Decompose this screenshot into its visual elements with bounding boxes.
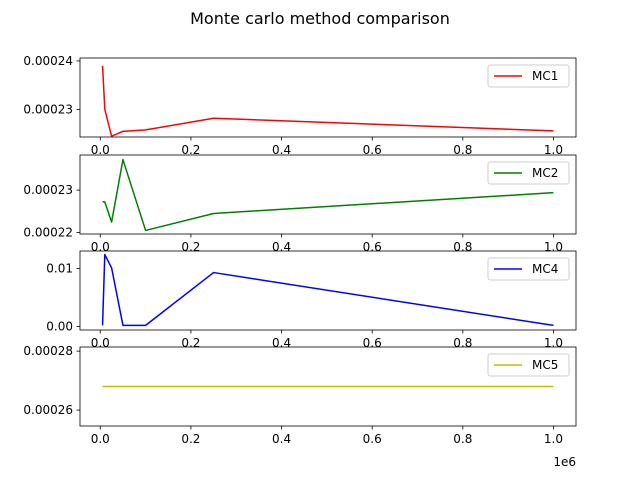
x-tick-label: 0.8 (453, 432, 472, 446)
x-tick-label: 0.2 (181, 143, 200, 157)
legend-box (487, 257, 570, 281)
axes-frame (79, 250, 577, 331)
x-tick-label: 0.2 (181, 432, 200, 446)
x-tick-label: 1.0 (544, 143, 563, 157)
x-offset-label: 1e6 (553, 455, 576, 469)
y-tick-label: 0.01 (46, 261, 73, 275)
chart-title: Monte carlo method comparison (190, 9, 450, 28)
legend-label: MC1 (532, 69, 558, 83)
x-tick-label: 0.2 (181, 240, 200, 254)
legend-box (487, 161, 570, 185)
x-tick-label: 1.0 (544, 432, 563, 446)
y-tick-label: 0.00023 (23, 183, 73, 197)
x-tick-label: 0.4 (272, 432, 291, 446)
y-tick-label: 0.00023 (23, 103, 73, 117)
x-tick-label: 0.8 (453, 143, 472, 157)
x-tick-label: 0.8 (453, 240, 472, 254)
series-line-mc1 (101, 65, 554, 137)
legend: MC5 (487, 353, 570, 377)
x-tick-label: 0.0 (91, 336, 110, 350)
legend: MC1 (487, 64, 570, 88)
x-tick-label: 0.8 (453, 336, 472, 350)
x-tick-label: 1.0 (544, 240, 563, 254)
x-tick-label: 0.4 (272, 336, 291, 350)
x-tick-label: 0.4 (272, 240, 291, 254)
x-tick-label: 0.6 (363, 432, 382, 446)
x-tick-label: 0.2 (181, 336, 200, 350)
x-tick-label: 0.6 (363, 143, 382, 157)
legend-box (487, 353, 570, 377)
x-tick-label: 1.0 (544, 336, 563, 350)
y-tick-label: 0.00026 (23, 403, 73, 417)
y-tick-label: 0.00028 (23, 344, 73, 358)
axes-frame (79, 154, 577, 235)
x-tick-label: 0.0 (91, 240, 110, 254)
series-line-mc2 (102, 158, 554, 232)
axes-frame (79, 57, 577, 138)
y-tick-label: 0.00022 (23, 226, 73, 240)
panel-3: 0.00 0.01 0.0 0.2 0.4 0.6 0.8 1.0 MC4 (46, 250, 577, 350)
legend: MC4 (487, 257, 570, 281)
x-tick-label: 0.4 (272, 143, 291, 157)
legend-label: MC2 (532, 166, 558, 180)
panel-1: 0.00023 0.00024 0.0 0.2 0.4 0.6 0.8 1.0 MC1 (23, 54, 577, 157)
x-tick-label: 0.0 (91, 143, 110, 157)
panel-4: 0.00026 0.00028 0.0 0.2 0.4 0.6 0.8 1.0 MC5 (23, 344, 577, 446)
y-tick-label: 0.00024 (23, 54, 73, 68)
legend: MC2 (487, 161, 570, 185)
x-tick-label: 0.6 (363, 240, 382, 254)
y-tick-label: 0.00 (46, 320, 73, 334)
x-tick-label: 0.0 (91, 432, 110, 446)
legend-label: MC5 (532, 358, 558, 372)
series-line-mc4 (101, 253, 554, 327)
legend-label: MC4 (532, 262, 558, 276)
axes-frame (79, 346, 577, 427)
x-tick-label: 0.6 (363, 336, 382, 350)
panel-2: 0.00022 0.00023 0.0 0.2 0.4 0.6 0.8 1.0 MC2 (23, 154, 577, 254)
legend-box (487, 64, 570, 88)
